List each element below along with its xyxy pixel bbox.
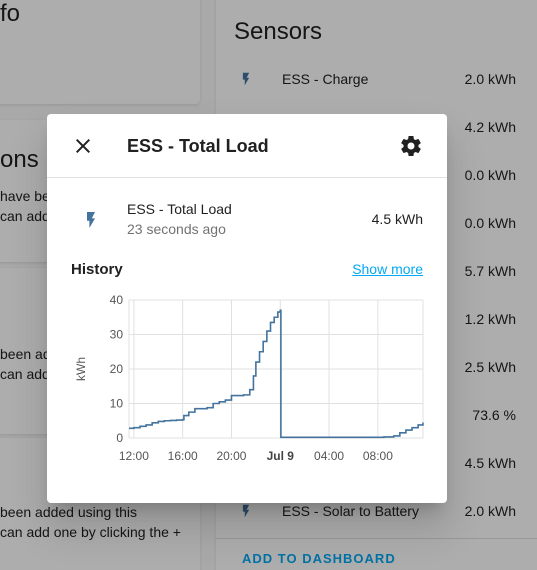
dialog-title: ESS - Total Load	[127, 136, 269, 156]
y-tick-label: 30	[110, 328, 124, 342]
card-text: can add	[0, 366, 50, 382]
add-to-dashboard-button[interactable]: ADD TO DASHBOARD	[242, 551, 396, 566]
card-title: ons	[0, 146, 39, 173]
show-more-link[interactable]: Show more	[352, 261, 423, 277]
entity-name: ESS - Total Load	[127, 201, 232, 217]
close-button[interactable]	[67, 130, 99, 162]
x-tick-label: 12:00	[119, 449, 149, 463]
info-card: fo	[0, 0, 200, 104]
x-tick-label: 16:00	[168, 449, 198, 463]
y-axis-label: kWh	[74, 357, 88, 381]
sensor-value: 4.5 kWh	[464, 455, 516, 471]
sensor-name: ESS - Solar to Battery	[282, 503, 419, 519]
sensor-value: 1.2 kWh	[464, 311, 516, 327]
sensor-value: 5.7 kWh	[464, 263, 516, 279]
card-title: Sensors	[234, 18, 323, 45]
card-text: can add one by clicking the +	[0, 524, 181, 540]
flash-icon	[242, 72, 250, 86]
y-tick-label: 10	[110, 397, 124, 411]
sensor-value: 2.5 kWh	[464, 359, 516, 375]
x-tick-label: 20:00	[216, 449, 246, 463]
settings-button[interactable]	[395, 130, 427, 162]
sensor-value: 0.0 kWh	[464, 167, 516, 183]
close-icon	[76, 139, 90, 153]
entity-state: 4.5 kWh	[371, 211, 423, 227]
card-text: have be	[0, 188, 50, 204]
sensor-value: 2.0 kWh	[464, 503, 516, 519]
x-tick-label: 04:00	[314, 449, 344, 463]
sensor-value: 0.0 kWh	[464, 215, 516, 231]
flash-icon	[242, 504, 250, 518]
history-title: History	[71, 261, 123, 278]
gear-icon	[401, 136, 421, 156]
history-chart[interactable]: 0 10 20 30 40 12:00 16:00 20:00 Jul 9 04:00 08:00 k…	[67, 290, 427, 470]
y-tick-label: 0	[116, 431, 123, 445]
divider	[216, 538, 537, 539]
card-title: fo	[0, 0, 21, 27]
dialog-header: ESS - Total Load	[47, 114, 447, 178]
sensor-value: 4.2 kWh	[464, 119, 516, 135]
x-tick-label: 08:00	[363, 449, 393, 463]
sensor-row[interactable]: ESS - Solar to Battery 2.0 kWh	[216, 497, 536, 527]
y-tick-label: 20	[110, 362, 124, 376]
sensor-name: ESS - Charge	[282, 71, 369, 87]
sensor-value: 73.6 %	[472, 407, 516, 423]
sensor-value: 2.0 kWh	[464, 71, 516, 87]
card-text: been added using this	[0, 504, 137, 520]
entity-last-changed: 23 seconds ago	[127, 221, 226, 237]
card-text: can add	[0, 208, 50, 224]
more-info-dialog: ESS - Total Load ESS - Total Load 23 sec…	[47, 114, 447, 503]
series-line	[129, 309, 424, 439]
flash-icon	[87, 212, 95, 228]
sensor-row[interactable]: ESS - Charge 2.0 kWh	[216, 65, 536, 95]
card-text: been ad	[0, 346, 51, 362]
x-tick-label: Jul 9	[267, 449, 295, 463]
y-tick-label: 40	[110, 293, 124, 307]
